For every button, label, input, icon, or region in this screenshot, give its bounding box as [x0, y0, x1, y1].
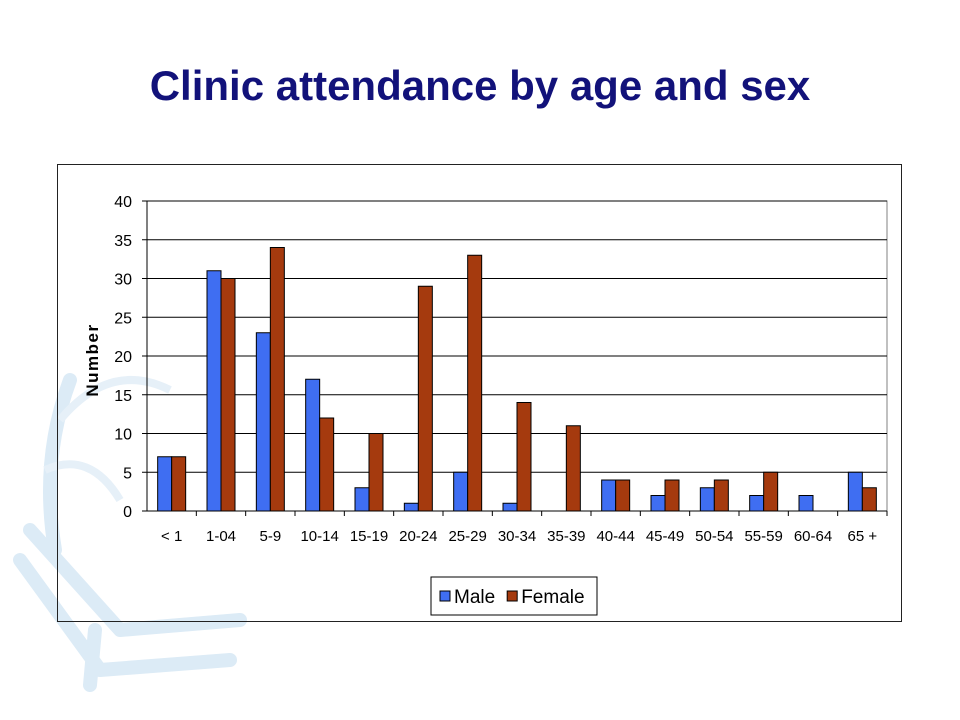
bar-male-14	[847, 471, 863, 512]
legend: Male Female	[430, 576, 598, 616]
bar-male-1	[206, 270, 222, 512]
bar-chart: 0 5 10 15 20 25 30 35 40 < 1 1-04 5-9 10-14 15-19 20-2…	[83, 194, 888, 616]
x-tick-label: 25-29	[448, 528, 486, 545]
x-tick-label: 15-19	[350, 528, 388, 545]
axes: 0 5 10 15 20 25 30 35 40 < 1 1-04 5-9 10-14 15-19 20-2…	[114, 194, 888, 545]
y-tick-label: 20	[114, 349, 132, 366]
x-tick-label: 30-34	[498, 528, 536, 545]
legend-label-female: Female	[521, 587, 584, 608]
bar-female-14	[861, 487, 877, 512]
bar-female-8	[565, 425, 581, 512]
y-tick-label: 10	[114, 427, 132, 444]
bar-female-7	[516, 402, 532, 512]
x-tick-label: 35-39	[547, 528, 585, 545]
bar-female-5	[417, 285, 433, 512]
bar-female-0	[171, 456, 187, 512]
x-tick-label: 55-59	[744, 528, 782, 545]
bar-female-12	[763, 471, 779, 512]
bar-female-11	[713, 479, 729, 512]
bar-female-6	[467, 254, 483, 512]
y-tick-label: 30	[114, 272, 132, 289]
bar-female-9	[615, 479, 631, 512]
x-tick-label: 20-24	[399, 528, 437, 545]
bar-female-1	[220, 278, 236, 512]
bar-female-2	[269, 247, 285, 512]
bar-female-4	[368, 433, 384, 512]
bar-female-10	[664, 479, 680, 512]
bar-male-7	[502, 502, 518, 512]
x-tick-label: 60-64	[794, 528, 832, 545]
bar-male-10	[650, 495, 666, 512]
x-tick-label: 10-14	[300, 528, 338, 545]
x-tick-label: 40-44	[596, 528, 634, 545]
bars	[157, 247, 877, 512]
watermark-logo-graphic	[13, 373, 247, 692]
y-tick-label: 15	[114, 388, 132, 405]
chart-area: 0 5 10 15 20 25 30 35 40 < 1 1-04 5-9 10-14 15-19 20-2…	[57, 164, 902, 622]
y-tick-label: 0	[123, 504, 132, 521]
bar-male-12	[749, 495, 765, 512]
x-tick-label: 5-9	[259, 528, 281, 545]
y-axis-title: Number	[83, 323, 102, 396]
x-tick-label: 1-04	[206, 528, 236, 545]
bar-male-13	[798, 495, 814, 512]
y-tick-label: 5	[123, 465, 132, 482]
bar-male-5	[403, 502, 419, 512]
bar-male-0	[157, 456, 173, 512]
x-tick-label: < 1	[161, 528, 182, 545]
legend-label-male: Male	[454, 587, 495, 608]
bar-male-2	[255, 332, 271, 512]
y-tick-label: 40	[114, 194, 132, 211]
legend-swatch-female	[506, 590, 518, 602]
bar-male-6	[453, 471, 469, 512]
y-tick-label: 25	[114, 310, 132, 327]
bar-male-3	[305, 378, 321, 512]
x-tick-label: 65 +	[848, 528, 878, 545]
bar-male-11	[699, 487, 715, 512]
x-tick-label: 50-54	[695, 528, 733, 545]
bar-male-9	[601, 479, 617, 512]
x-tick-label: 45-49	[646, 528, 684, 545]
y-tick-label: 35	[114, 233, 132, 250]
slide-title: Clinic attendance by age and sex	[149, 62, 811, 109]
bar-male-4	[354, 487, 370, 512]
legend-swatch-male	[439, 590, 451, 602]
bar-female-3	[319, 417, 335, 512]
